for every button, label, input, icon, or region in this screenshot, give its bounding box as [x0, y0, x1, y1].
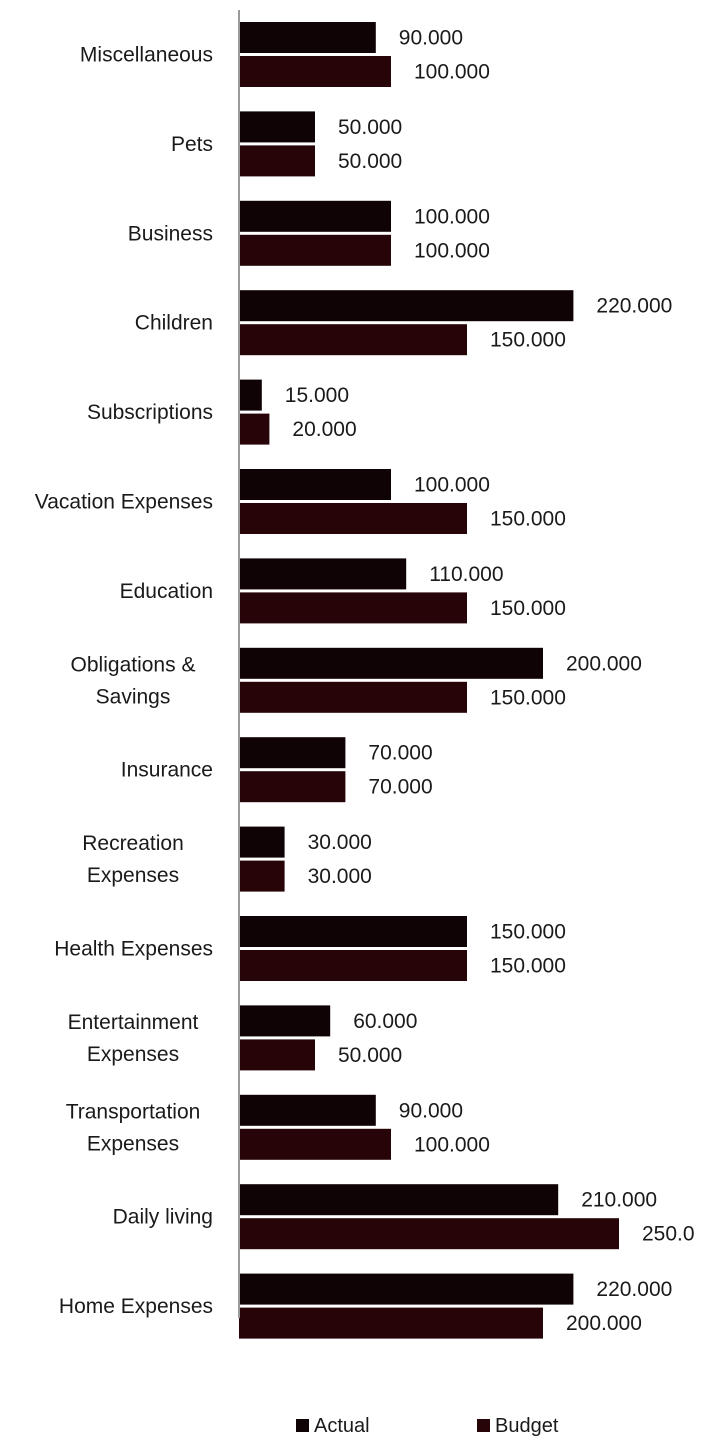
category-labels: Miscellaneous Pets Business Children Subscri… [35, 44, 213, 1319]
value-label-budget-insurance: 70.000 [368, 776, 432, 799]
bar-actual-transportation-expenses [239, 1094, 376, 1126]
category-label-home-expenses: Home Expenses [59, 1295, 213, 1318]
category-label-transportation-expenses: Transportation Expenses [66, 1100, 201, 1155]
bar-budget-education [239, 592, 467, 624]
bar-budget-insurance [239, 771, 346, 803]
value-label-budget-entertainment-expenses: 50.000 [338, 1044, 402, 1067]
value-label-actual-education: 110.000 [429, 563, 503, 586]
value-label-budget-miscellaneous: 100.000 [414, 61, 490, 84]
bar-budget-obligations-and-savings [239, 681, 467, 713]
category-label-obligations-and-savings: Obligations & Savings [71, 653, 196, 708]
bar-actual-insurance [239, 737, 346, 769]
bar-actual-business [239, 200, 391, 232]
bar-actual-pets [239, 111, 315, 143]
category-label-daily-living: Daily living [113, 1206, 213, 1229]
value-label-actual-insurance: 70.000 [368, 742, 432, 765]
value-label-actual-pets: 50.000 [338, 116, 402, 139]
value-label-budget-health-expenses: 150.000 [490, 955, 566, 978]
category-label-education: Education [120, 580, 213, 603]
category-label-health-expenses: Health Expenses [54, 938, 213, 961]
value-label-budget-vacation-expenses: 150.000 [490, 508, 566, 531]
value-label-actual-transportation-expenses: 90.000 [399, 1099, 463, 1122]
bar-actual-recreation-expenses [239, 826, 285, 858]
category-label-miscellaneous: Miscellaneous [80, 44, 213, 67]
value-label-budget-obligations-and-savings: 150.000 [490, 686, 566, 709]
value-label-budget-children: 150.000 [490, 329, 566, 352]
value-label-budget-transportation-expenses: 100.000 [414, 1133, 490, 1156]
value-labels: 90.000 100.000 50.000 50.000 100.000 100.000 2… [285, 27, 695, 1336]
category-label-entertainment-expenses: Entertainment Expenses [68, 1011, 199, 1066]
value-label-actual-home-expenses: 220.000 [596, 1278, 672, 1301]
bar-actual-entertainment-expenses [239, 1005, 331, 1037]
bar-budget-miscellaneous [239, 56, 391, 87]
bar-actual-children [239, 290, 574, 322]
category-label-pets: Pets [171, 133, 213, 156]
category-label-vacation-expenses: Vacation Expenses [35, 491, 213, 514]
value-label-budget-home-expenses: 200.000 [566, 1312, 642, 1335]
bar-budget-recreation-expenses [239, 860, 285, 892]
legend: Actual Budget [296, 1415, 559, 1437]
bar-budget-pets [239, 145, 315, 177]
value-label-actual-daily-living: 210.000 [581, 1189, 657, 1212]
bar-budget-home-expenses [239, 1307, 543, 1339]
bar-budget-business [239, 234, 391, 266]
bar-budget-daily-living [239, 1218, 619, 1250]
bars-layer [239, 22, 619, 1339]
value-label-budget-daily-living: 250.0 [642, 1223, 695, 1246]
value-label-budget-education: 150.000 [490, 597, 566, 620]
bar-budget-children [239, 324, 467, 356]
bar-actual-home-expenses [239, 1273, 574, 1305]
category-label-recreation-expenses: Recreation Expenses [82, 832, 184, 887]
value-label-budget-pets: 50.000 [338, 150, 402, 173]
category-label-insurance: Insurance [121, 759, 213, 782]
category-label-children: Children [135, 312, 213, 335]
value-label-budget-recreation-expenses: 30.000 [308, 865, 372, 888]
bar-budget-transportation-expenses [239, 1128, 391, 1160]
value-label-actual-recreation-expenses: 30.000 [308, 831, 372, 854]
value-label-actual-miscellaneous: 90.000 [399, 27, 463, 50]
bar-actual-education [239, 558, 407, 590]
bar-budget-subscriptions [239, 413, 270, 445]
value-label-actual-subscriptions: 15.000 [285, 384, 349, 407]
legend-label-budget: Budget [495, 1415, 559, 1437]
legend-swatch-budget [477, 1419, 490, 1432]
value-label-actual-obligations-and-savings: 200.000 [566, 652, 642, 675]
bar-actual-health-expenses [239, 916, 467, 947]
value-label-budget-subscriptions: 20.000 [292, 418, 356, 441]
bar-actual-vacation-expenses [239, 469, 391, 500]
value-label-budget-business: 100.000 [414, 239, 490, 262]
value-label-actual-business: 100.000 [414, 205, 490, 228]
bar-actual-obligations-and-savings [239, 647, 543, 679]
legend-label-actual: Actual [314, 1415, 370, 1437]
value-label-actual-entertainment-expenses: 60.000 [353, 1010, 417, 1033]
value-label-actual-vacation-expenses: 100.000 [414, 474, 490, 497]
bar-budget-vacation-expenses [239, 503, 467, 534]
bar-actual-daily-living [239, 1184, 559, 1216]
bar-budget-health-expenses [239, 950, 467, 981]
legend-swatch-actual [296, 1419, 309, 1432]
bar-budget-entertainment-expenses [239, 1039, 315, 1071]
category-label-business: Business [128, 222, 213, 245]
bar-actual-miscellaneous [239, 22, 376, 53]
value-label-actual-children: 220.000 [596, 295, 672, 318]
bar-actual-subscriptions [239, 379, 262, 411]
category-label-subscriptions: Subscriptions [87, 401, 213, 424]
value-label-actual-health-expenses: 150.000 [490, 921, 566, 944]
